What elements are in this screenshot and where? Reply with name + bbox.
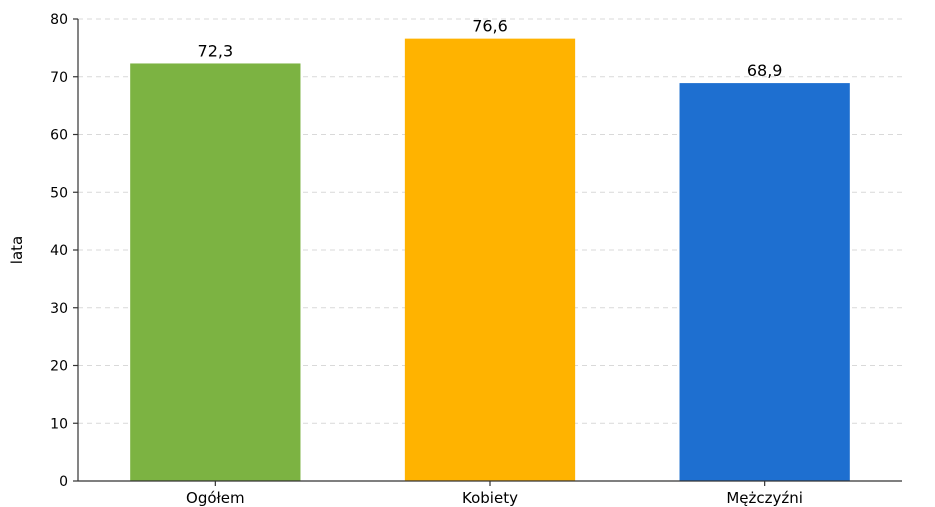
x-tick-label: Kobiety xyxy=(462,489,518,507)
y-tick-label: 60 xyxy=(50,128,68,144)
x-tick-labels: Ogółem Kobiety Mężczyźni xyxy=(186,481,803,507)
data-label: 68,9 xyxy=(747,61,783,80)
data-label: 76,6 xyxy=(472,17,508,36)
x-tick-label: Ogółem xyxy=(186,489,245,507)
y-ticks: 0 10 20 30 40 50 60 70 80 xyxy=(50,12,78,490)
y-tick-label: 30 xyxy=(50,301,68,317)
data-label: 72,3 xyxy=(198,41,234,60)
y-tick-label: 80 xyxy=(50,12,68,28)
bars xyxy=(130,38,850,481)
bar-0 xyxy=(130,63,301,481)
y-tick-label: 50 xyxy=(50,185,68,201)
y-tick-label: 40 xyxy=(50,243,68,259)
y-tick-label: 10 xyxy=(50,416,68,432)
x-tick-label: Mężczyźni xyxy=(726,489,803,507)
y-tick-label: 20 xyxy=(50,359,68,375)
bar-1 xyxy=(404,38,576,481)
y-tick-label: 70 xyxy=(50,70,68,86)
bar-2 xyxy=(679,83,850,481)
y-axis-label: lata xyxy=(8,236,26,264)
y-tick-label: 0 xyxy=(59,474,68,490)
data-labels: 72,3 76,6 68,9 xyxy=(198,17,783,80)
